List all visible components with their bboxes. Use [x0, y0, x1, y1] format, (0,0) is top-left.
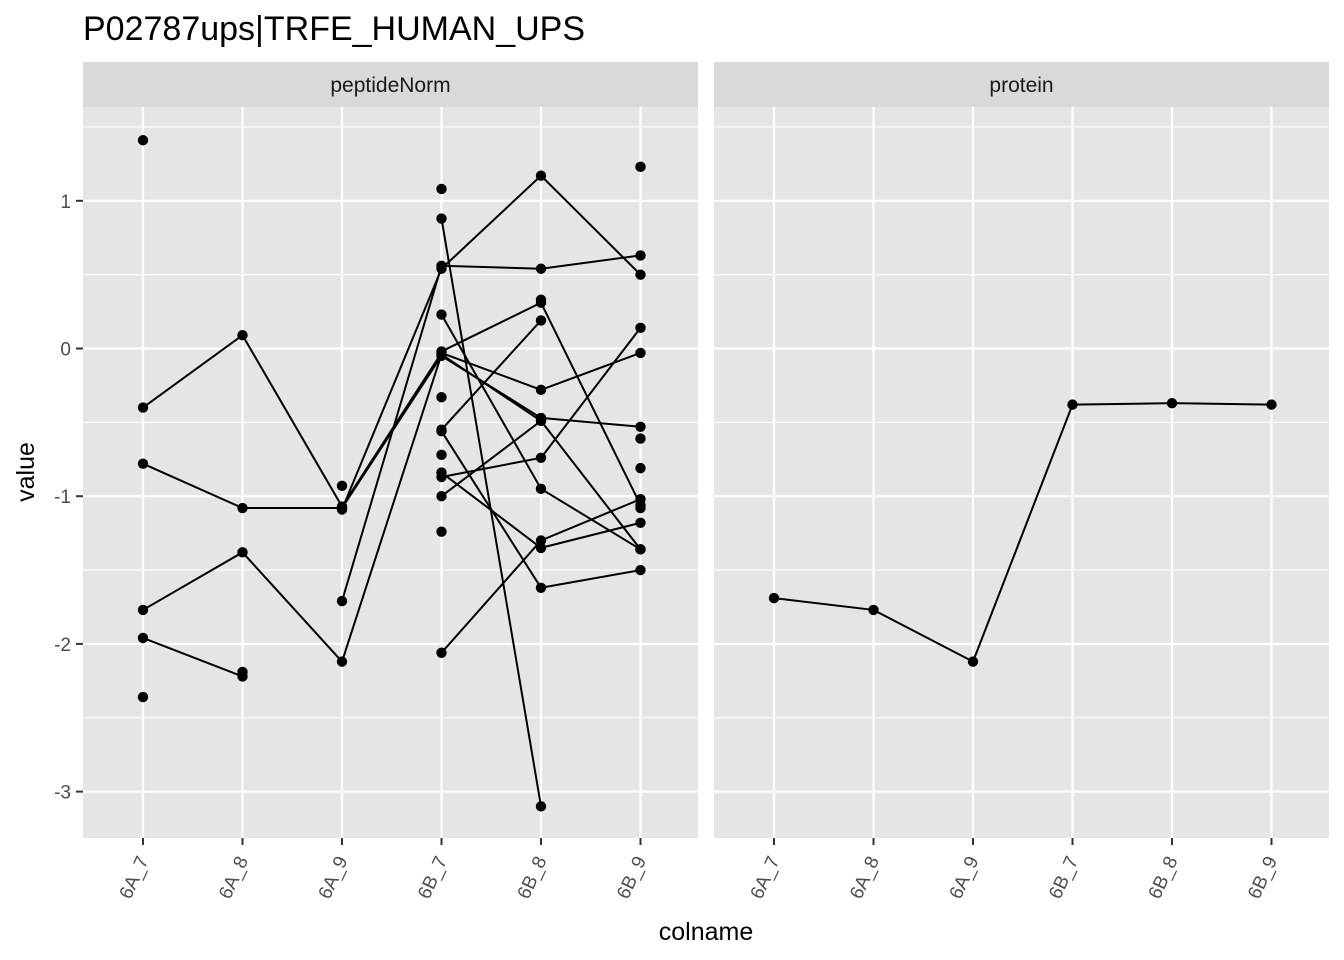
- data-point: [535, 801, 547, 812]
- data-point: [535, 582, 547, 593]
- series-line: [341, 254, 641, 602]
- data-point: [635, 462, 646, 474]
- data-point: [336, 504, 348, 515]
- data-point: [137, 691, 149, 703]
- series-line: [142, 637, 243, 678]
- facet-protein: protein 6A_7 6A_8 6A_9 6B_7 6B_8 6B_9: [714, 62, 1329, 902]
- data-point: [535, 483, 547, 495]
- data-point: [535, 415, 547, 427]
- data-point: [535, 452, 547, 463]
- data-point: [635, 322, 646, 334]
- y-tick-label: -1: [54, 487, 71, 508]
- data-point: [336, 656, 348, 667]
- data-point: [967, 656, 979, 667]
- data-point: [868, 604, 879, 616]
- data-point: [137, 604, 149, 616]
- data-point: [237, 330, 248, 341]
- data-point: [436, 449, 447, 461]
- x-tick-label: 6B_8: [514, 853, 552, 902]
- data-point: [635, 544, 646, 555]
- data-point: [635, 564, 646, 576]
- data-point: [635, 269, 646, 280]
- series-line: [773, 402, 1272, 664]
- data-point: [237, 502, 248, 514]
- data-point: [535, 263, 547, 274]
- x-tick-label: 6A_8: [215, 853, 253, 902]
- facet-strip: [714, 62, 1329, 107]
- data-point: [635, 517, 646, 528]
- series-line: [440, 319, 542, 431]
- data-point: [535, 315, 547, 326]
- y-axis-title: value: [12, 442, 40, 502]
- x-tick-label: 6B_7: [1045, 853, 1083, 902]
- data-point: [137, 458, 149, 469]
- data-point: [137, 632, 149, 644]
- series-line: [341, 174, 642, 510]
- data-point: [436, 392, 447, 403]
- y-tick-label: 1: [60, 192, 71, 213]
- series-line: [440, 218, 542, 807]
- y-tick-label: -3: [54, 783, 71, 804]
- data-point: [768, 592, 780, 604]
- data-point: [436, 346, 447, 357]
- data-point: [635, 250, 646, 261]
- chart-title: P02787ups|TRFE_HUMAN_UPS: [83, 10, 585, 48]
- series-line: [142, 333, 641, 509]
- data-point: [635, 421, 646, 432]
- y-axis: -3 -2 -1 0 1: [54, 192, 83, 804]
- data-point: [137, 135, 149, 146]
- data-point: [436, 526, 447, 537]
- data-point: [635, 502, 646, 514]
- y-tick-label: -2: [54, 635, 71, 656]
- data-point: [436, 213, 447, 224]
- panel-background: [83, 107, 698, 838]
- data-point: [535, 170, 547, 181]
- facet-peptideNorm: peptideNorm 6A_7 6A_8 6A_9 6B_7 6B_8 6B_9: [83, 62, 698, 902]
- series-line: [440, 420, 542, 497]
- data-point: [635, 347, 646, 359]
- data-point: [535, 294, 547, 305]
- x-tick-label: 6A_9: [946, 853, 984, 902]
- x-tick-label: 6B_9: [613, 853, 651, 902]
- data-point: [436, 183, 447, 195]
- data-point: [137, 402, 149, 413]
- panel-background: [714, 107, 1329, 838]
- data-point: [336, 595, 348, 607]
- y-tick-label: 0: [60, 340, 71, 361]
- data-point: [436, 263, 447, 274]
- data-point: [336, 480, 348, 492]
- data-point: [635, 433, 646, 444]
- data-point: [436, 491, 447, 502]
- data-point: [1067, 399, 1078, 410]
- x-tick-label: 6A_7: [747, 853, 785, 902]
- data-point: [1166, 397, 1178, 409]
- data-point: [237, 547, 248, 558]
- data-point: [535, 542, 547, 554]
- x-axis-title: colname: [659, 918, 754, 946]
- data-point: [535, 535, 547, 546]
- data-point: [635, 161, 646, 173]
- data-point: [436, 647, 447, 658]
- data-point: [1266, 399, 1277, 410]
- series-line: [142, 352, 642, 664]
- facet-strip-label: peptideNorm: [330, 74, 450, 97]
- x-tick-label: 6B_7: [414, 853, 452, 902]
- x-tick-label: 6B_8: [1145, 853, 1183, 902]
- x-tick-label: 6A_8: [846, 853, 884, 902]
- data-point: [436, 426, 447, 437]
- x-tick-label: 6A_9: [315, 853, 353, 902]
- data-point: [535, 384, 547, 396]
- x-tick-label: 6A_7: [116, 853, 154, 902]
- facet-strip: [83, 62, 698, 107]
- data-point: [436, 309, 447, 320]
- facet-strip-label: protein: [989, 74, 1053, 97]
- data-point: [436, 467, 447, 478]
- x-tick-label: 6B_9: [1244, 853, 1282, 902]
- data-point: [237, 666, 248, 678]
